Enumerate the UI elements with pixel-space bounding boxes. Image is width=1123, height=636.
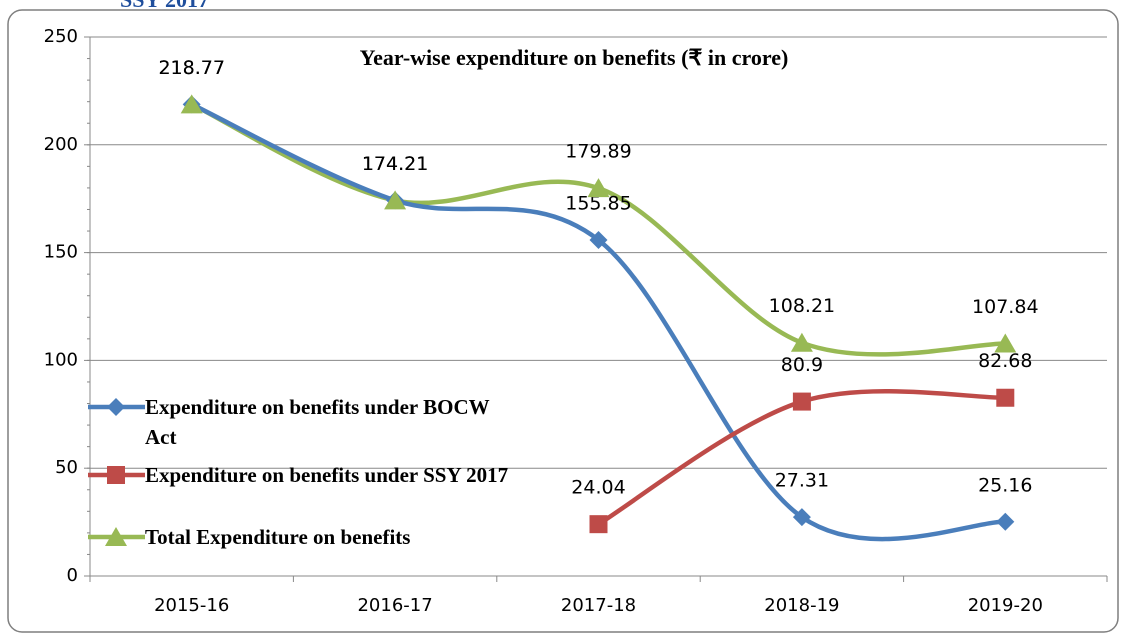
y-tick-label: 50 (55, 457, 78, 478)
marker (384, 190, 407, 210)
data-label: 179.89 (565, 141, 631, 163)
series-line (189, 102, 1008, 542)
data-label: 27.31 (775, 470, 829, 492)
chart-title: Year-wise expenditure on benefits (₹ in … (360, 45, 789, 70)
legend-label: Expenditure on benefits under SSY 2017 (145, 463, 509, 487)
marker (994, 333, 1017, 353)
legend-label: Total Expenditure on benefits (145, 525, 411, 549)
marker (790, 332, 813, 352)
y-tick-label: 150 (44, 242, 78, 263)
x-tick-label: 2017-18 (561, 595, 636, 616)
data-label: 80.9 (781, 354, 823, 376)
marker (792, 508, 811, 527)
data-label: 155.85 (565, 192, 631, 214)
marker (996, 388, 1015, 407)
marker (589, 515, 608, 534)
marker (792, 392, 811, 411)
marker (105, 527, 127, 546)
y-tick-label: 100 (44, 349, 78, 370)
y-tick-label: 250 (44, 26, 78, 47)
y-tick-label: 200 (44, 134, 78, 155)
legend-entry: Total Expenditure on benefits (145, 525, 411, 549)
data-label: 82.68 (978, 350, 1032, 372)
data-label: 24.04 (571, 477, 625, 499)
data-label: 174.21 (362, 153, 428, 175)
x-tick-label: 2018-19 (764, 595, 839, 616)
chart-border (7, 9, 1119, 633)
legend-entry: Expenditure on benefits under BOCW Act (145, 395, 490, 449)
data-label: 108.21 (769, 295, 835, 317)
legend-entry: Expenditure on benefits under SSY 2017 (145, 463, 509, 487)
data-label: 107.84 (972, 296, 1038, 318)
y-tick-label: 0 (67, 565, 78, 586)
series-line (596, 389, 1008, 527)
marker (107, 466, 125, 484)
marker (589, 230, 608, 249)
page-caption: SSY 2017 (120, 0, 209, 12)
marker (180, 94, 203, 114)
marker (107, 398, 125, 416)
marker (587, 178, 610, 198)
data-label: 218.77 (158, 57, 224, 79)
x-tick-label: 2016-17 (357, 595, 432, 616)
data-label: 174.21 (362, 153, 428, 175)
x-tick-label: 2019-20 (968, 595, 1043, 616)
data-label: 25.16 (978, 474, 1032, 496)
x-tick-label: 2015-16 (154, 595, 229, 616)
legend-label: Expenditure on benefits under BOCW Act (145, 395, 490, 449)
data-label: 218.77 (158, 57, 224, 79)
marker (996, 512, 1015, 531)
